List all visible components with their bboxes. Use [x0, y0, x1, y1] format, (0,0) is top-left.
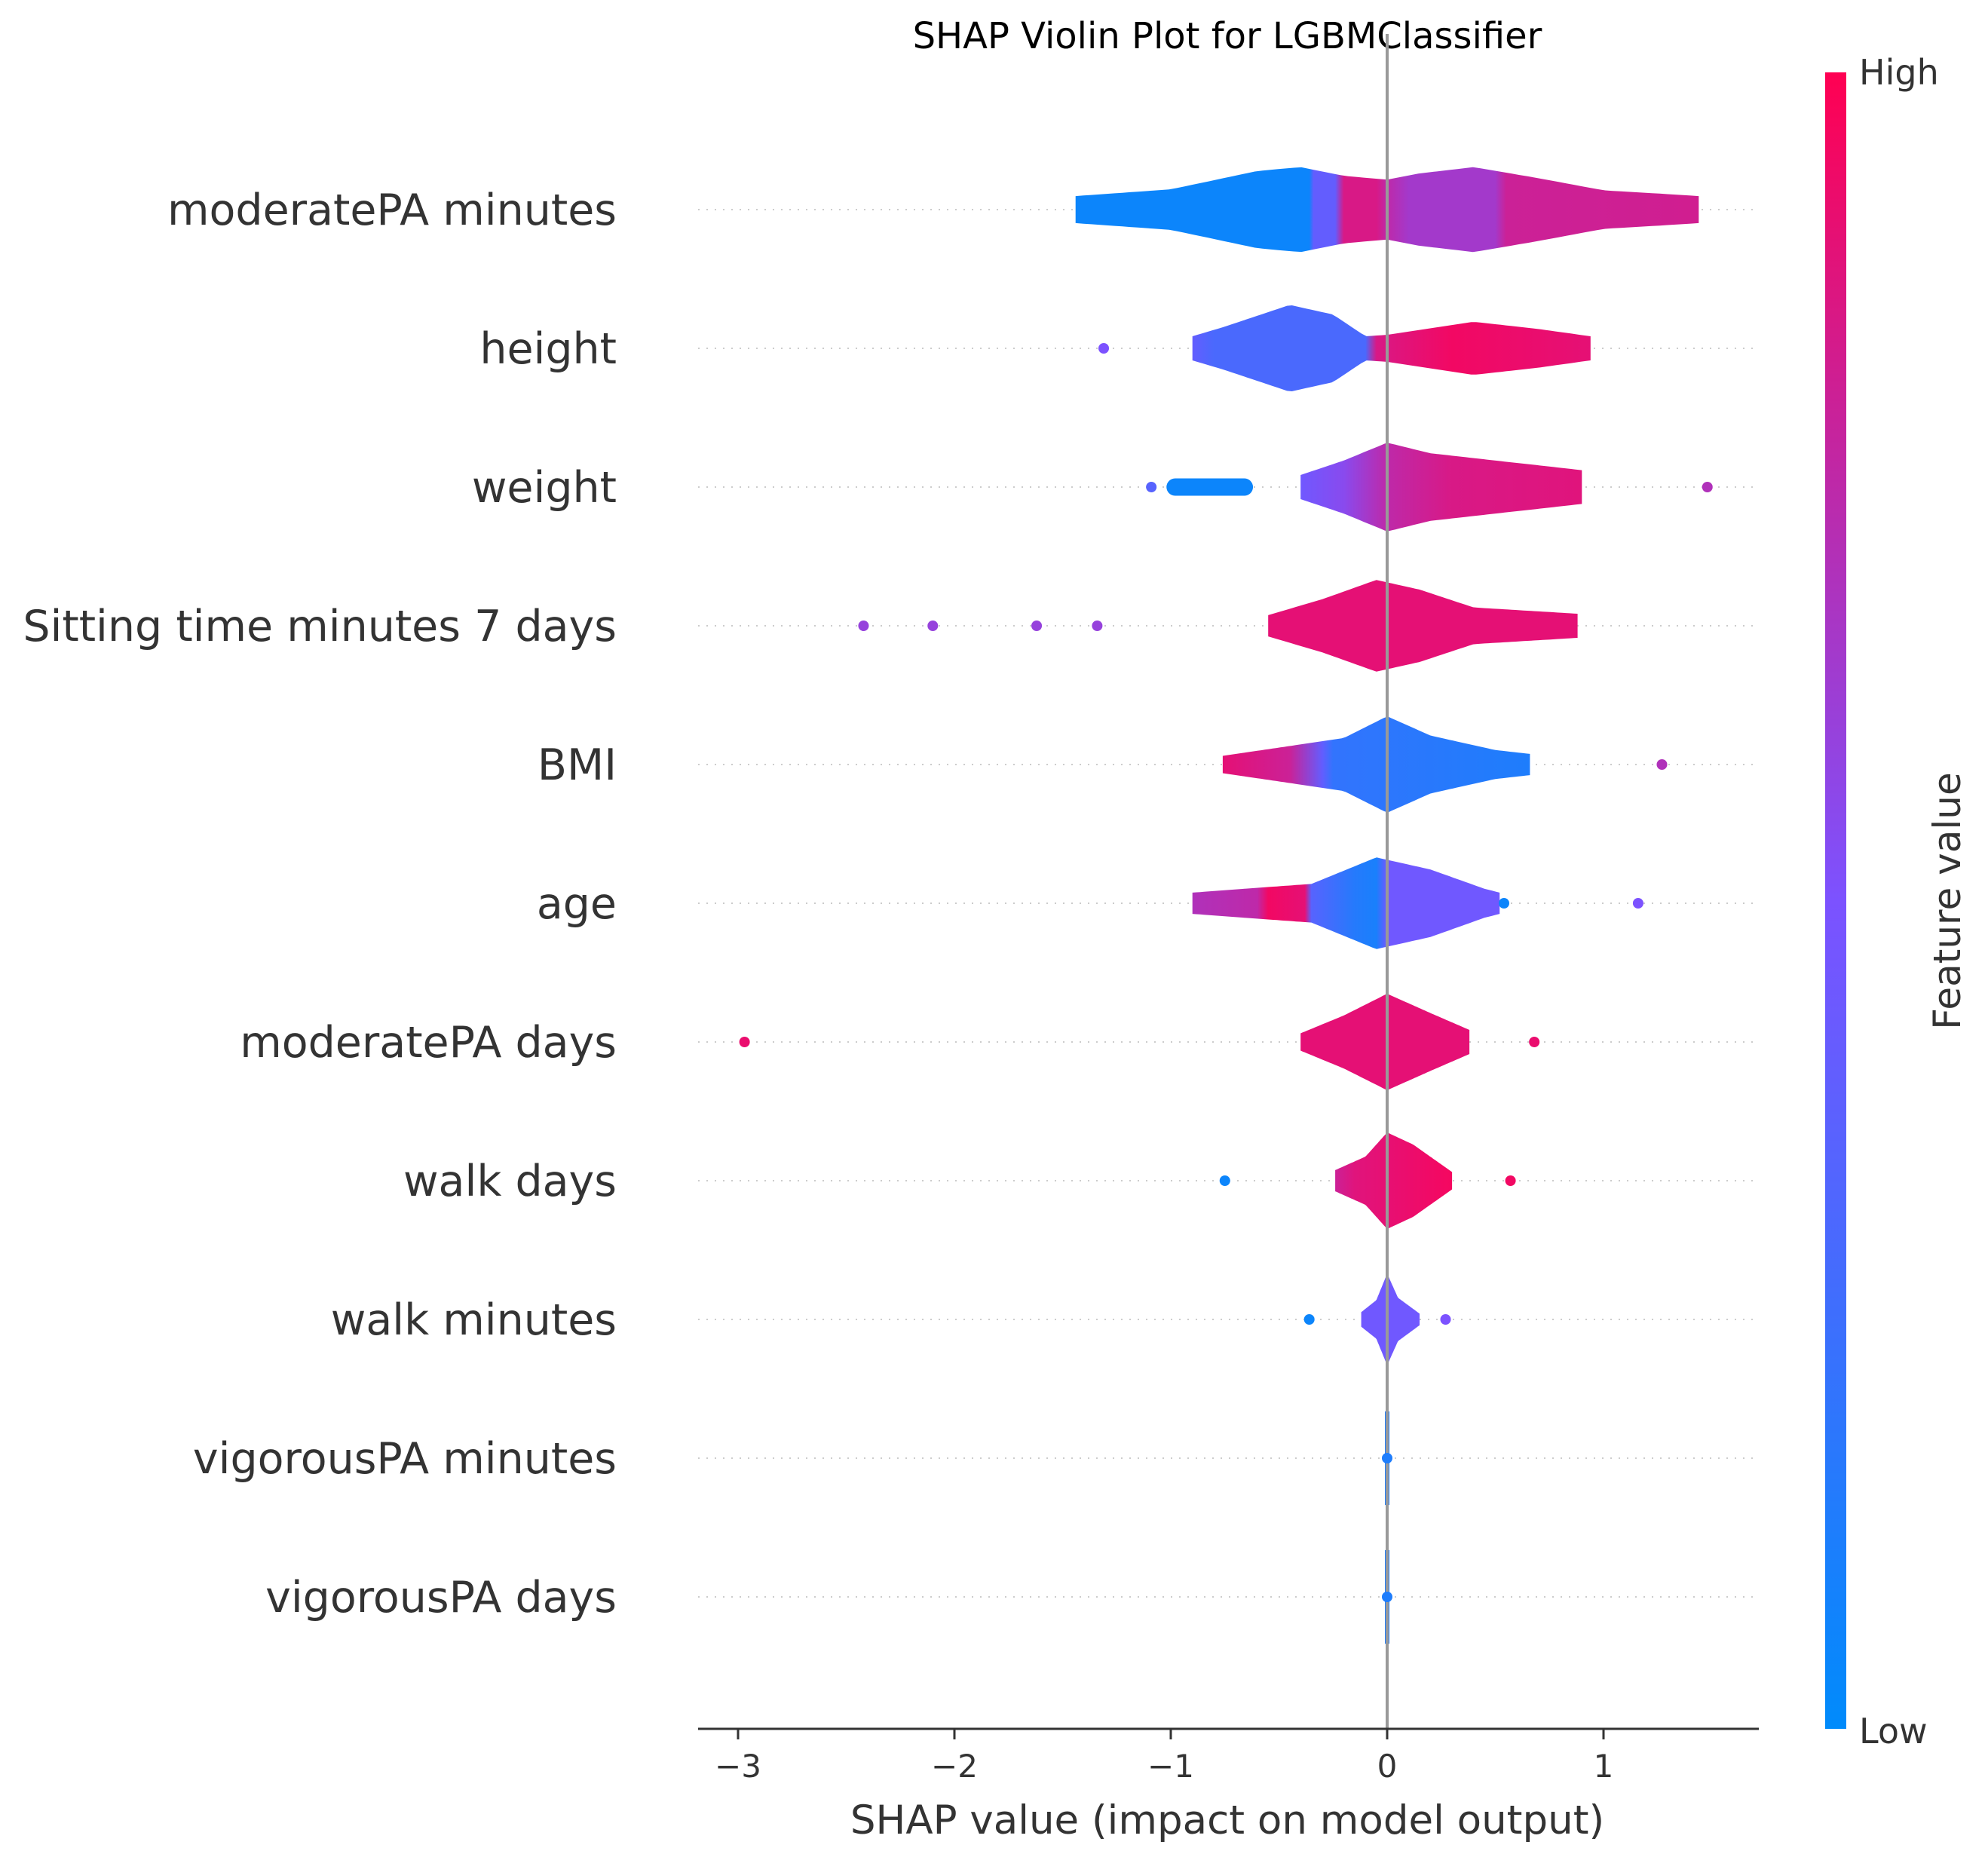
feature-label-age: age: [537, 879, 617, 929]
outlier-point-vigorouspa-days-1: [1382, 1592, 1392, 1602]
feature-label-moderatepa-days: moderatePA days: [240, 1018, 617, 1068]
violin-segment-weight: [1166, 478, 1254, 496]
feature-label-vigorouspa-minutes: vigorousPA minutes: [193, 1434, 617, 1484]
feature-label-vigorouspa-days: vigorousPA days: [265, 1573, 617, 1623]
outlier-point-sitting-time-minutes-7-days-4: [1092, 621, 1103, 631]
violin-sitting-time-minutes-7-days: [1268, 580, 1578, 672]
violin-height: [1192, 305, 1591, 391]
colorbar-low-label: Low: [1859, 1711, 1928, 1751]
outlier-point-sitting-time-minutes-7-days-3: [1031, 621, 1043, 631]
feature-label-walk-days: walk days: [403, 1157, 617, 1206]
outlier-point-moderatepa-days-1: [739, 1037, 750, 1047]
outlier-point-weight-1: [1146, 482, 1157, 492]
x-tick-label-2: −1: [1147, 1748, 1194, 1785]
feature-label-walk-minutes: walk minutes: [331, 1295, 617, 1345]
outlier-point-age-1: [1498, 898, 1509, 909]
outlier-point-walk-days-2: [1505, 1175, 1516, 1186]
violin-walk-minutes: [1361, 1274, 1420, 1365]
feature-labels: moderatePA minutes height weight Sitting ti…: [23, 185, 617, 1623]
outlier-point-sitting-time-minutes-7-days-1: [858, 621, 869, 631]
x-axis-label: SHAP value (impact on model output): [850, 1797, 1604, 1843]
outlier-point-vigorouspa-minutes-1: [1382, 1453, 1392, 1463]
violin-walk-days: [1335, 1132, 1453, 1229]
outlier-points: [739, 343, 1713, 1602]
chart-title: SHAP Violin Plot for LGBMClassifier: [913, 15, 1542, 57]
violin-moderatepa-days: [1300, 994, 1470, 1090]
outlier-point-height-1: [1098, 343, 1110, 354]
colorbar-title: Feature value: [1925, 772, 1969, 1029]
outlier-point-bmi-1: [1656, 759, 1668, 770]
x-tick-label-3: 0: [1377, 1748, 1398, 1785]
x-tick-label-1: −2: [931, 1748, 978, 1785]
feature-label-weight: weight: [472, 463, 617, 513]
violin-weight: [1300, 443, 1582, 532]
outlier-point-weight-2: [1702, 482, 1713, 492]
feature-label-height: height: [479, 324, 617, 374]
outlier-point-walk-days-1: [1219, 1175, 1230, 1186]
outlier-point-walk-minutes-2: [1440, 1314, 1451, 1325]
violin-bmi: [1222, 716, 1530, 813]
outlier-point-age-2: [1632, 898, 1643, 909]
outlier-point-sitting-time-minutes-7-days-2: [927, 621, 939, 631]
x-tick-label-0: −3: [715, 1748, 761, 1785]
colorbar: [1825, 72, 1846, 1729]
x-axis-ticks: −3 −2 −1 0 1: [715, 1729, 1613, 1785]
outlier-point-moderatepa-days-2: [1529, 1037, 1540, 1047]
feature-label-bmi: BMI: [538, 740, 617, 790]
colorbar-high-label: High: [1859, 52, 1939, 93]
violin-age: [1192, 857, 1500, 949]
outlier-point-walk-minutes-1: [1303, 1314, 1315, 1325]
feature-label-moderatepa-minutes: moderatePA minutes: [167, 185, 617, 235]
x-tick-label-4: 1: [1594, 1748, 1614, 1785]
feature-label-sitting-time-minutes-7-days: Sitting time minutes 7 days: [23, 602, 617, 651]
